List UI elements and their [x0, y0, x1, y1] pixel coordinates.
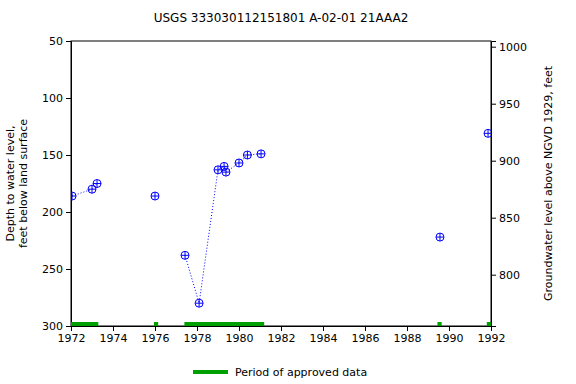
- y2-axis-title: Groundwater level above NGVD 1929, feet: [542, 65, 555, 301]
- approved-period: [487, 322, 491, 326]
- x-tick-label: 1984: [310, 332, 338, 345]
- y-tick: 100: [42, 92, 71, 105]
- x-tick-label: 1974: [100, 332, 128, 345]
- y-tick: 50: [49, 35, 71, 48]
- x-tick: 1982: [268, 326, 296, 345]
- legend-swatch: [193, 370, 228, 374]
- y2-tick: 900: [491, 155, 520, 168]
- y-axis-line: [66, 42, 72, 327]
- approved-period: [184, 322, 264, 326]
- y2-tick-mark: [491, 104, 496, 105]
- legend: Period of approved data: [193, 366, 367, 379]
- x-tick: 1974: [100, 326, 128, 345]
- y2-tick: 950: [491, 98, 520, 111]
- plot-area: [71, 129, 491, 307]
- y-tick: 150: [42, 149, 71, 162]
- x-tick: 1978: [184, 326, 212, 345]
- x-tick: 1990: [436, 326, 464, 345]
- x-tick-label: 1982: [268, 332, 296, 345]
- y-tick-mark: [66, 269, 71, 270]
- y2-tick: 850: [491, 212, 520, 225]
- x-axis: 1972 1974 1976 1978 1980 1982 1984 1986 1988 1990…: [58, 326, 506, 345]
- data-point: [151, 192, 159, 200]
- data-point: [214, 166, 222, 174]
- chart: USGS 333030112151801 A-02-01 21AAA219721…: [0, 0, 576, 384]
- approved-periods: [71, 322, 491, 326]
- series-line: [185, 154, 261, 303]
- legend-label: Period of approved data: [235, 366, 367, 379]
- x-tick-mark: [239, 326, 240, 331]
- data-point: [484, 129, 491, 137]
- x-tick-mark: [449, 326, 450, 331]
- y-tick: 250: [42, 263, 71, 276]
- y-tick-mark: [66, 326, 71, 327]
- x-tick-mark: [323, 326, 324, 331]
- y-tick-label: 200: [42, 206, 63, 219]
- x-tick: 1986: [352, 326, 380, 345]
- y2-tick-mark: [491, 275, 496, 276]
- data-point: [257, 150, 265, 158]
- x-tick-mark: [407, 326, 408, 331]
- y-axis-title: Depth to water level,feet below land sur…: [4, 119, 30, 248]
- x-tick: 1976: [142, 326, 170, 345]
- y2-axis: 800 850 900 950 1000: [491, 41, 527, 327]
- y2-tick-label: 1000: [499, 41, 527, 54]
- data-point: [195, 299, 203, 307]
- y2-tick-label: 900: [499, 155, 520, 168]
- x-tick-mark: [197, 326, 198, 331]
- approved-period: [71, 322, 98, 326]
- y2-tick-mark: [491, 47, 496, 48]
- y-tick-label: 300: [42, 320, 63, 333]
- y2-tick: 800: [491, 269, 520, 282]
- x-tick-label: 1992: [478, 332, 506, 345]
- y2-tick-label: 950: [499, 98, 520, 111]
- y-tick-mark: [66, 41, 71, 42]
- x-tick-label: 1972: [58, 332, 86, 345]
- y-tick: 200: [42, 206, 71, 219]
- y2-tick-label: 800: [499, 269, 520, 282]
- data-point: [436, 233, 444, 241]
- y2-tick-mark: [491, 218, 496, 219]
- y2-tick-label: 850: [499, 212, 520, 225]
- x-tick-mark: [281, 326, 282, 331]
- data-point: [71, 192, 76, 200]
- data-point: [235, 159, 243, 167]
- x-tick-mark: [113, 326, 114, 331]
- x-tick: 1988: [394, 326, 422, 345]
- y-tick-label: 50: [49, 35, 63, 48]
- y-tick-mark: [66, 212, 71, 213]
- title: USGS 333030112151801 A-02-01 21AAA2: [154, 11, 409, 25]
- x-axis-line: [72, 327, 492, 332]
- y-tick-label: 250: [42, 263, 63, 276]
- data-point: [243, 151, 251, 159]
- data-point: [220, 162, 228, 170]
- approved-period: [437, 322, 441, 326]
- x-tick-label: 1986: [352, 332, 380, 345]
- x-tick-mark: [365, 326, 366, 331]
- y-tick-label: 150: [42, 149, 63, 162]
- x-tick: 1984: [310, 326, 338, 345]
- y-tick: 300: [42, 320, 71, 333]
- y-tick-mark: [66, 98, 71, 99]
- y-tick-label: 100: [42, 92, 63, 105]
- x-tick: 1980: [226, 326, 254, 345]
- x-tick-mark: [155, 326, 156, 331]
- x-tick-label: 1990: [436, 332, 464, 345]
- data-point: [181, 251, 189, 259]
- plot-frame: [71, 41, 491, 326]
- x-tick-label: 1988: [394, 332, 422, 345]
- x-tick-label: 1980: [226, 332, 254, 345]
- y2-tick: 1000: [491, 41, 527, 54]
- y-axis: 50 100 150 200 250 300: [42, 35, 72, 333]
- y2-axis-line: [492, 42, 497, 327]
- y2-tick-mark: [491, 161, 496, 162]
- x-tick: 1992: [478, 326, 506, 345]
- x-tick-label: 1976: [142, 332, 170, 345]
- x-tick-label: 1978: [184, 332, 212, 345]
- approved-period: [154, 322, 158, 326]
- data-point: [93, 180, 101, 188]
- y-tick-mark: [66, 155, 71, 156]
- data-point: [222, 168, 230, 176]
